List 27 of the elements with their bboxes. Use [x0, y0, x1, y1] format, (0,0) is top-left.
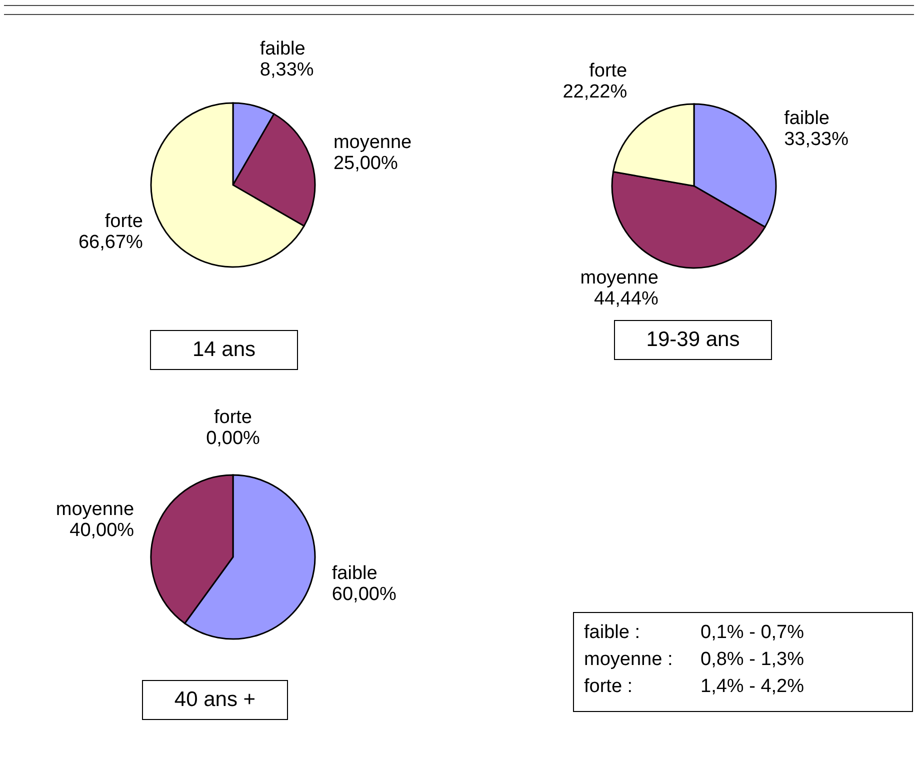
slice-label: forte: [104, 211, 143, 232]
data-label: 33,33%: [784, 129, 849, 150]
text: moyenne :: [584, 648, 674, 672]
text: 1,4% - 4,2%: [700, 675, 804, 699]
text: 0,8% - 1,3%: [700, 648, 804, 672]
data-label: 60,00%: [332, 584, 396, 606]
text: 40 ans +: [142, 680, 288, 720]
data-label: 40,00%: [70, 520, 134, 541]
slice-label: faible: [260, 38, 306, 60]
text: 14 ans: [150, 330, 298, 370]
data-label: 66,67%: [78, 232, 144, 254]
text: 19-39 ans: [614, 320, 772, 360]
data-label: 22,22%: [562, 81, 628, 102]
data-label: 44,44%: [594, 288, 659, 310]
category-label: forte: [214, 407, 252, 428]
slice-label: faible: [332, 563, 378, 584]
slice-label: moyenne: [580, 268, 658, 289]
slice-label: moyenne: [333, 132, 412, 154]
slice-label: forte: [589, 60, 628, 82]
text: forte :: [584, 675, 634, 699]
data-label: 8,33%: [260, 60, 314, 81]
text: 0,1% - 0,7%: [700, 621, 804, 645]
slice-label: faible: [784, 108, 830, 129]
text: faible :: [584, 621, 641, 645]
data-label: 25,00%: [333, 153, 398, 174]
text: 0,00%: [206, 428, 260, 449]
slice-label: moyenne: [56, 498, 134, 520]
